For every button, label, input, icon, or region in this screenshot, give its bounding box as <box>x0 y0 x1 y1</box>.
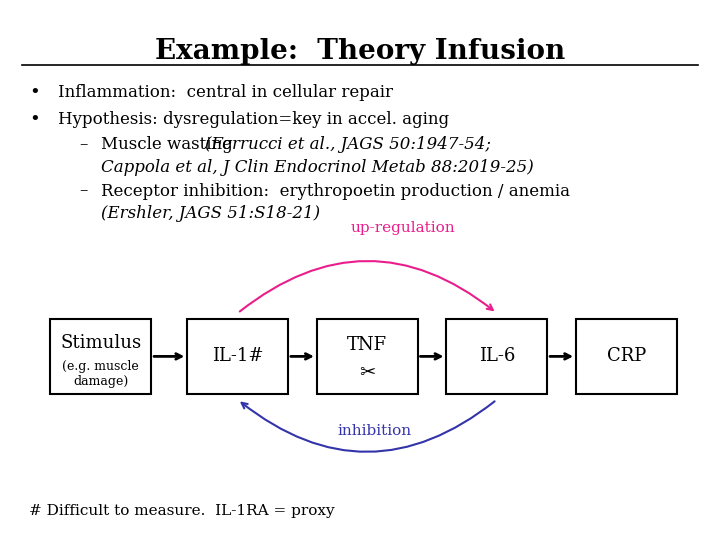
Text: Inflammation:  central in cellular repair: Inflammation: central in cellular repair <box>58 84 392 100</box>
FancyBboxPatch shape <box>576 319 677 394</box>
Text: Hypothesis: dysregulation=key in accel. aging: Hypothesis: dysregulation=key in accel. … <box>58 111 449 127</box>
Text: CRP: CRP <box>607 347 646 366</box>
Text: (Ferrucci et al., JAGS 50:1947-54;: (Ferrucci et al., JAGS 50:1947-54; <box>205 136 491 153</box>
Text: (e.g. muscle
damage): (e.g. muscle damage) <box>63 360 139 388</box>
Text: Receptor inhibition:  erythropoetin production / anemia: Receptor inhibition: erythropoetin produ… <box>101 183 570 199</box>
FancyBboxPatch shape <box>446 319 547 394</box>
Text: Example:  Theory Infusion: Example: Theory Infusion <box>155 38 565 65</box>
Text: Muscle wasting: Muscle wasting <box>101 136 243 153</box>
Text: ✂: ✂ <box>359 363 375 382</box>
Text: (Ershler, JAGS 51:S18-21): (Ershler, JAGS 51:S18-21) <box>101 205 320 222</box>
FancyBboxPatch shape <box>187 319 288 394</box>
Text: IL-6: IL-6 <box>479 347 515 366</box>
Text: –: – <box>79 183 88 199</box>
Text: inhibition: inhibition <box>338 424 411 438</box>
Text: TNF: TNF <box>347 335 387 354</box>
Text: Cappola et al, J Clin Endocrinol Metab 88:2019-25): Cappola et al, J Clin Endocrinol Metab 8… <box>101 159 534 176</box>
Text: # Difficult to measure.  IL-1RA = proxy: # Difficult to measure. IL-1RA = proxy <box>29 504 334 518</box>
Text: Stimulus: Stimulus <box>60 334 141 352</box>
Text: •: • <box>29 84 40 102</box>
Text: •: • <box>29 111 40 129</box>
Text: –: – <box>79 136 88 153</box>
Text: IL-1#: IL-1# <box>212 347 264 366</box>
FancyBboxPatch shape <box>317 319 418 394</box>
Text: up-regulation: up-regulation <box>351 221 456 235</box>
FancyBboxPatch shape <box>50 319 151 394</box>
